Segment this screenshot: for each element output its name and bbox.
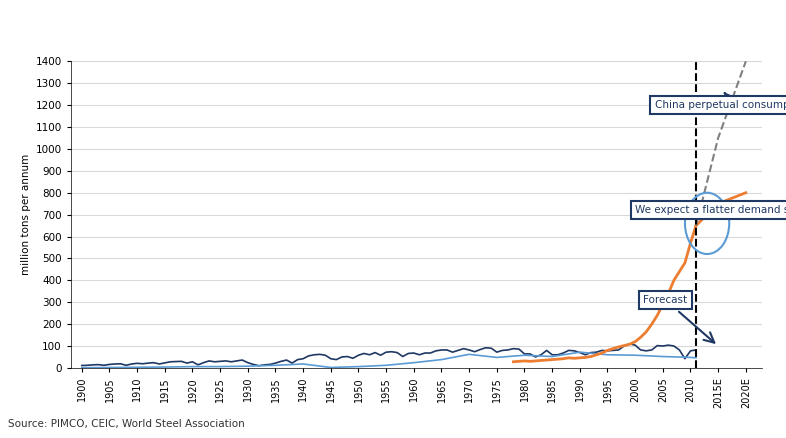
Text: Forecast: Forecast [644,295,714,343]
Text: China perpetual consumption?: China perpetual consumption? [655,93,786,110]
Text: We expect a flatter demand slope: We expect a flatter demand slope [635,205,786,215]
Text: Figure 2: Annual steel consumption (million tons per annum): U.S., China and Jap: Figure 2: Annual steel consumption (mill… [8,22,637,35]
Y-axis label: million tons per annum: million tons per annum [21,154,31,275]
Text: Source: PIMCO, CEIC, World Steel Association: Source: PIMCO, CEIC, World Steel Associa… [8,419,244,429]
